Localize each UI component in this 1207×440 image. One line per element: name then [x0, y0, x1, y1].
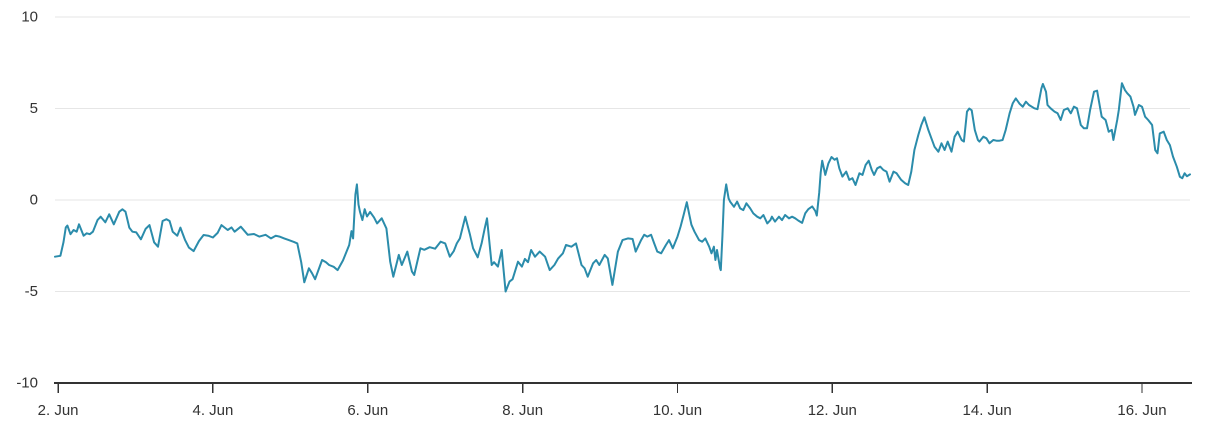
x-axis-labels: 2. Jun 4. Jun 6. Jun 8. Jun 10. Jun 12. Jun 14… [38, 402, 1167, 419]
x-tick-label: 2. Jun [38, 402, 79, 419]
y-tick-label: 0 [30, 192, 38, 209]
x-tick-label: 12. Jun [808, 402, 857, 419]
series-group [54, 82, 1191, 293]
y-tick-label: -10 [16, 375, 38, 392]
x-tick-label: 14. Jun [963, 402, 1012, 419]
x-tick-label: 16. Jun [1117, 402, 1166, 419]
y-tick-label: -5 [25, 283, 38, 300]
series-line[interactable] [54, 82, 1191, 293]
x-tick-label: 8. Jun [502, 402, 543, 419]
x-axis [54, 382, 1192, 393]
x-tick-label: 4. Jun [193, 402, 234, 419]
y-axis-labels: 10 5 0 -5 -10 [16, 9, 38, 392]
y-tick-label: 5 [30, 100, 38, 117]
y-tick-label: 10 [21, 9, 38, 26]
x-tick-label: 6. Jun [347, 402, 388, 419]
x-tick-label: 10. Jun [653, 402, 702, 419]
gridlines [55, 16, 1190, 292]
